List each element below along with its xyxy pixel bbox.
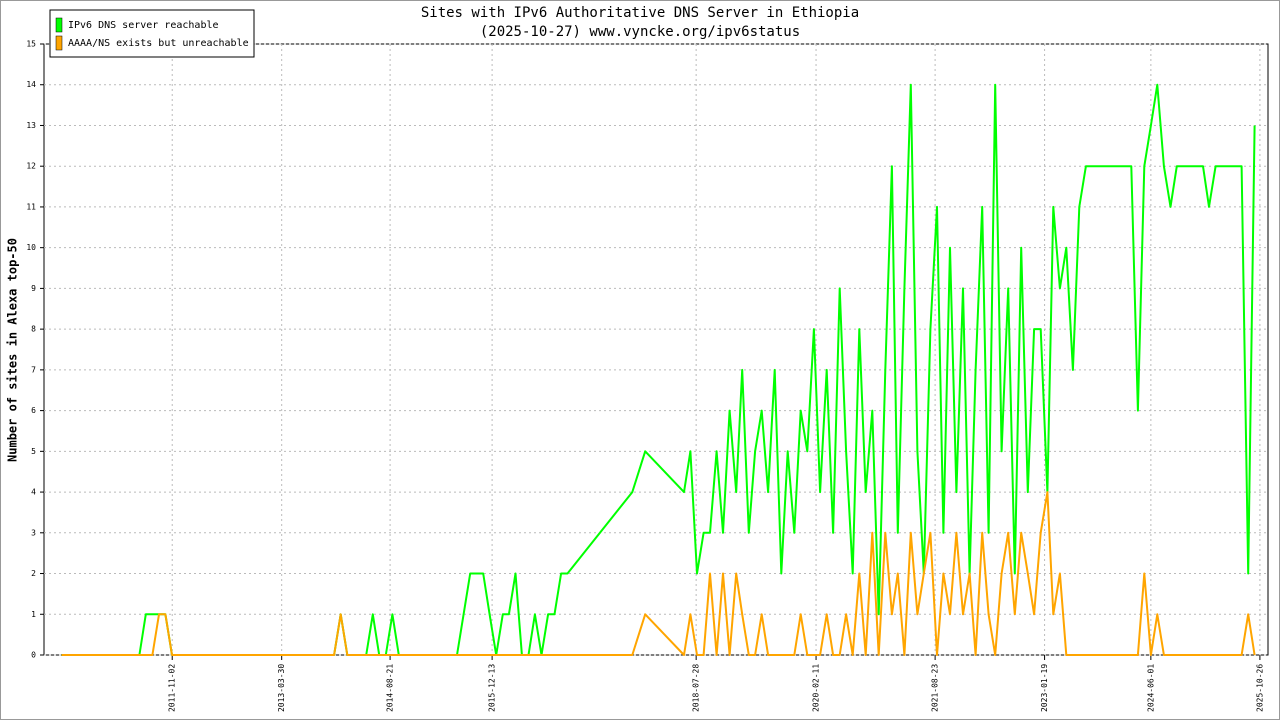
x-tick-label: 2013-03-30 — [277, 664, 286, 712]
y-tick-label: 1 — [31, 610, 36, 619]
y-tick-label: 6 — [31, 406, 36, 415]
x-tick-label: 2014-08-21 — [386, 664, 395, 712]
y-tick-label: 5 — [31, 447, 36, 456]
x-tick-label: 2020-02-11 — [812, 664, 821, 712]
legend-swatch — [55, 35, 63, 51]
y-axis-label: Number of sites in Alexa top-50 — [6, 238, 20, 462]
y-tick-label: 14 — [26, 80, 36, 89]
y-tick-label: 10 — [26, 243, 36, 252]
y-tick-label: 7 — [31, 365, 36, 374]
plot-area — [43, 43, 1269, 656]
legend-swatch — [55, 17, 63, 33]
y-tick-label: 15 — [26, 40, 36, 49]
y-tick-label: 11 — [26, 202, 36, 211]
x-tick-label: 2025-10-26 — [1255, 664, 1264, 712]
x-tick-label: 2011-11-02 — [168, 664, 177, 712]
y-tick-label: 4 — [31, 488, 36, 497]
series-line — [61, 491, 1256, 656]
legend-box — [49, 9, 255, 58]
x-tick-label: 2023-01-19 — [1040, 664, 1049, 712]
legend-label: IPv6 DNS server reachable — [68, 20, 219, 31]
y-tick-label: 8 — [31, 325, 36, 334]
y-tick-label: 2 — [31, 569, 36, 578]
y-tick-label: 0 — [31, 651, 36, 660]
chart-subtitle: (2025-10-27) www.vyncke.org/ipv6status — [480, 24, 800, 40]
x-tick-label: 2015-12-13 — [488, 664, 497, 712]
y-tick-label: 9 — [31, 284, 36, 293]
chart-title: Sites with IPv6 Authoritative DNS Server… — [421, 5, 859, 21]
legend-label: AAAA/NS exists but unreachable — [68, 38, 249, 49]
y-tick-label: 12 — [26, 162, 36, 171]
x-tick-label: 2024-06-01 — [1146, 664, 1155, 712]
y-tick-label: 3 — [31, 528, 36, 537]
x-tick-label: 2018-07-28 — [692, 664, 701, 712]
x-tick-label: 2021-08-23 — [931, 664, 940, 712]
y-tick-label: 13 — [26, 121, 36, 130]
